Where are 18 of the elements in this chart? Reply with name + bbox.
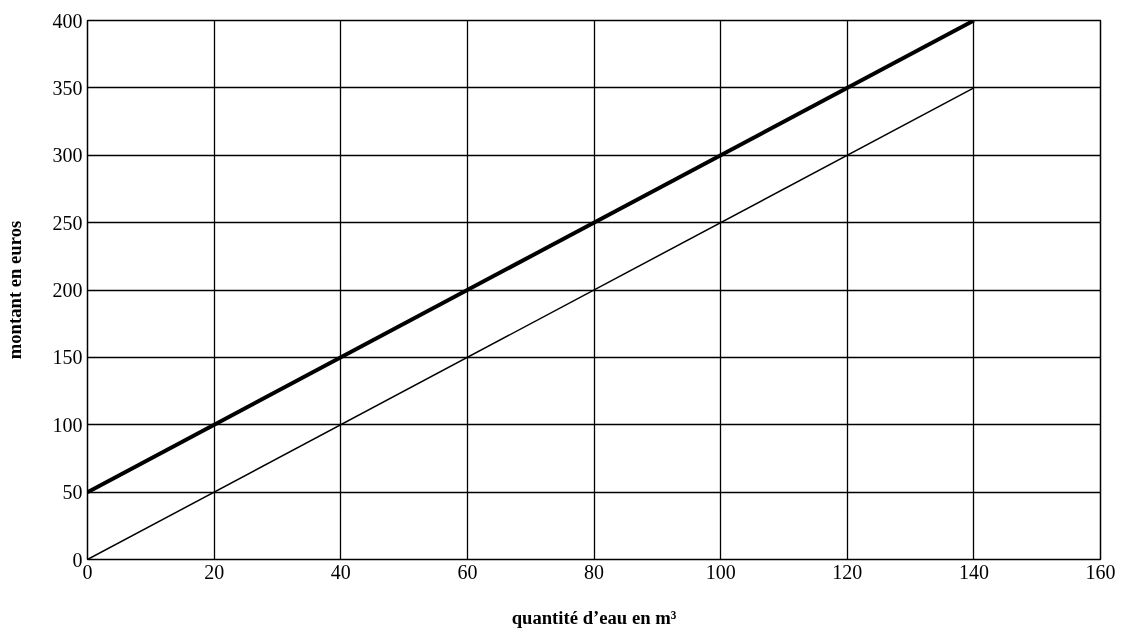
y-axis-title: montant en euros — [3, 220, 25, 360]
y-tick-label: 100 — [52, 413, 83, 436]
y-tick-label: 400 — [52, 9, 83, 32]
y-tick-label: 50 — [62, 481, 83, 504]
y-tick-label: 350 — [52, 76, 83, 99]
x-tick-label: 120 — [832, 560, 863, 583]
x-tick-label: 40 — [330, 560, 351, 583]
x-tick-label: 80 — [584, 560, 604, 583]
x-tick-label: 20 — [204, 560, 225, 583]
x-tick-label: 140 — [958, 560, 989, 583]
y-tick-label: 150 — [52, 346, 83, 369]
y-tick-label: 200 — [52, 279, 83, 301]
y-tick-label: 300 — [52, 144, 83, 167]
x-axis-title: quantité d’eau en m³ — [511, 606, 677, 628]
x-tick-label: 100 — [705, 560, 736, 583]
x-tick-label: 160 — [1085, 560, 1116, 583]
x-tick-label: 60 — [457, 560, 478, 583]
y-tick-label: 250 — [52, 211, 83, 234]
